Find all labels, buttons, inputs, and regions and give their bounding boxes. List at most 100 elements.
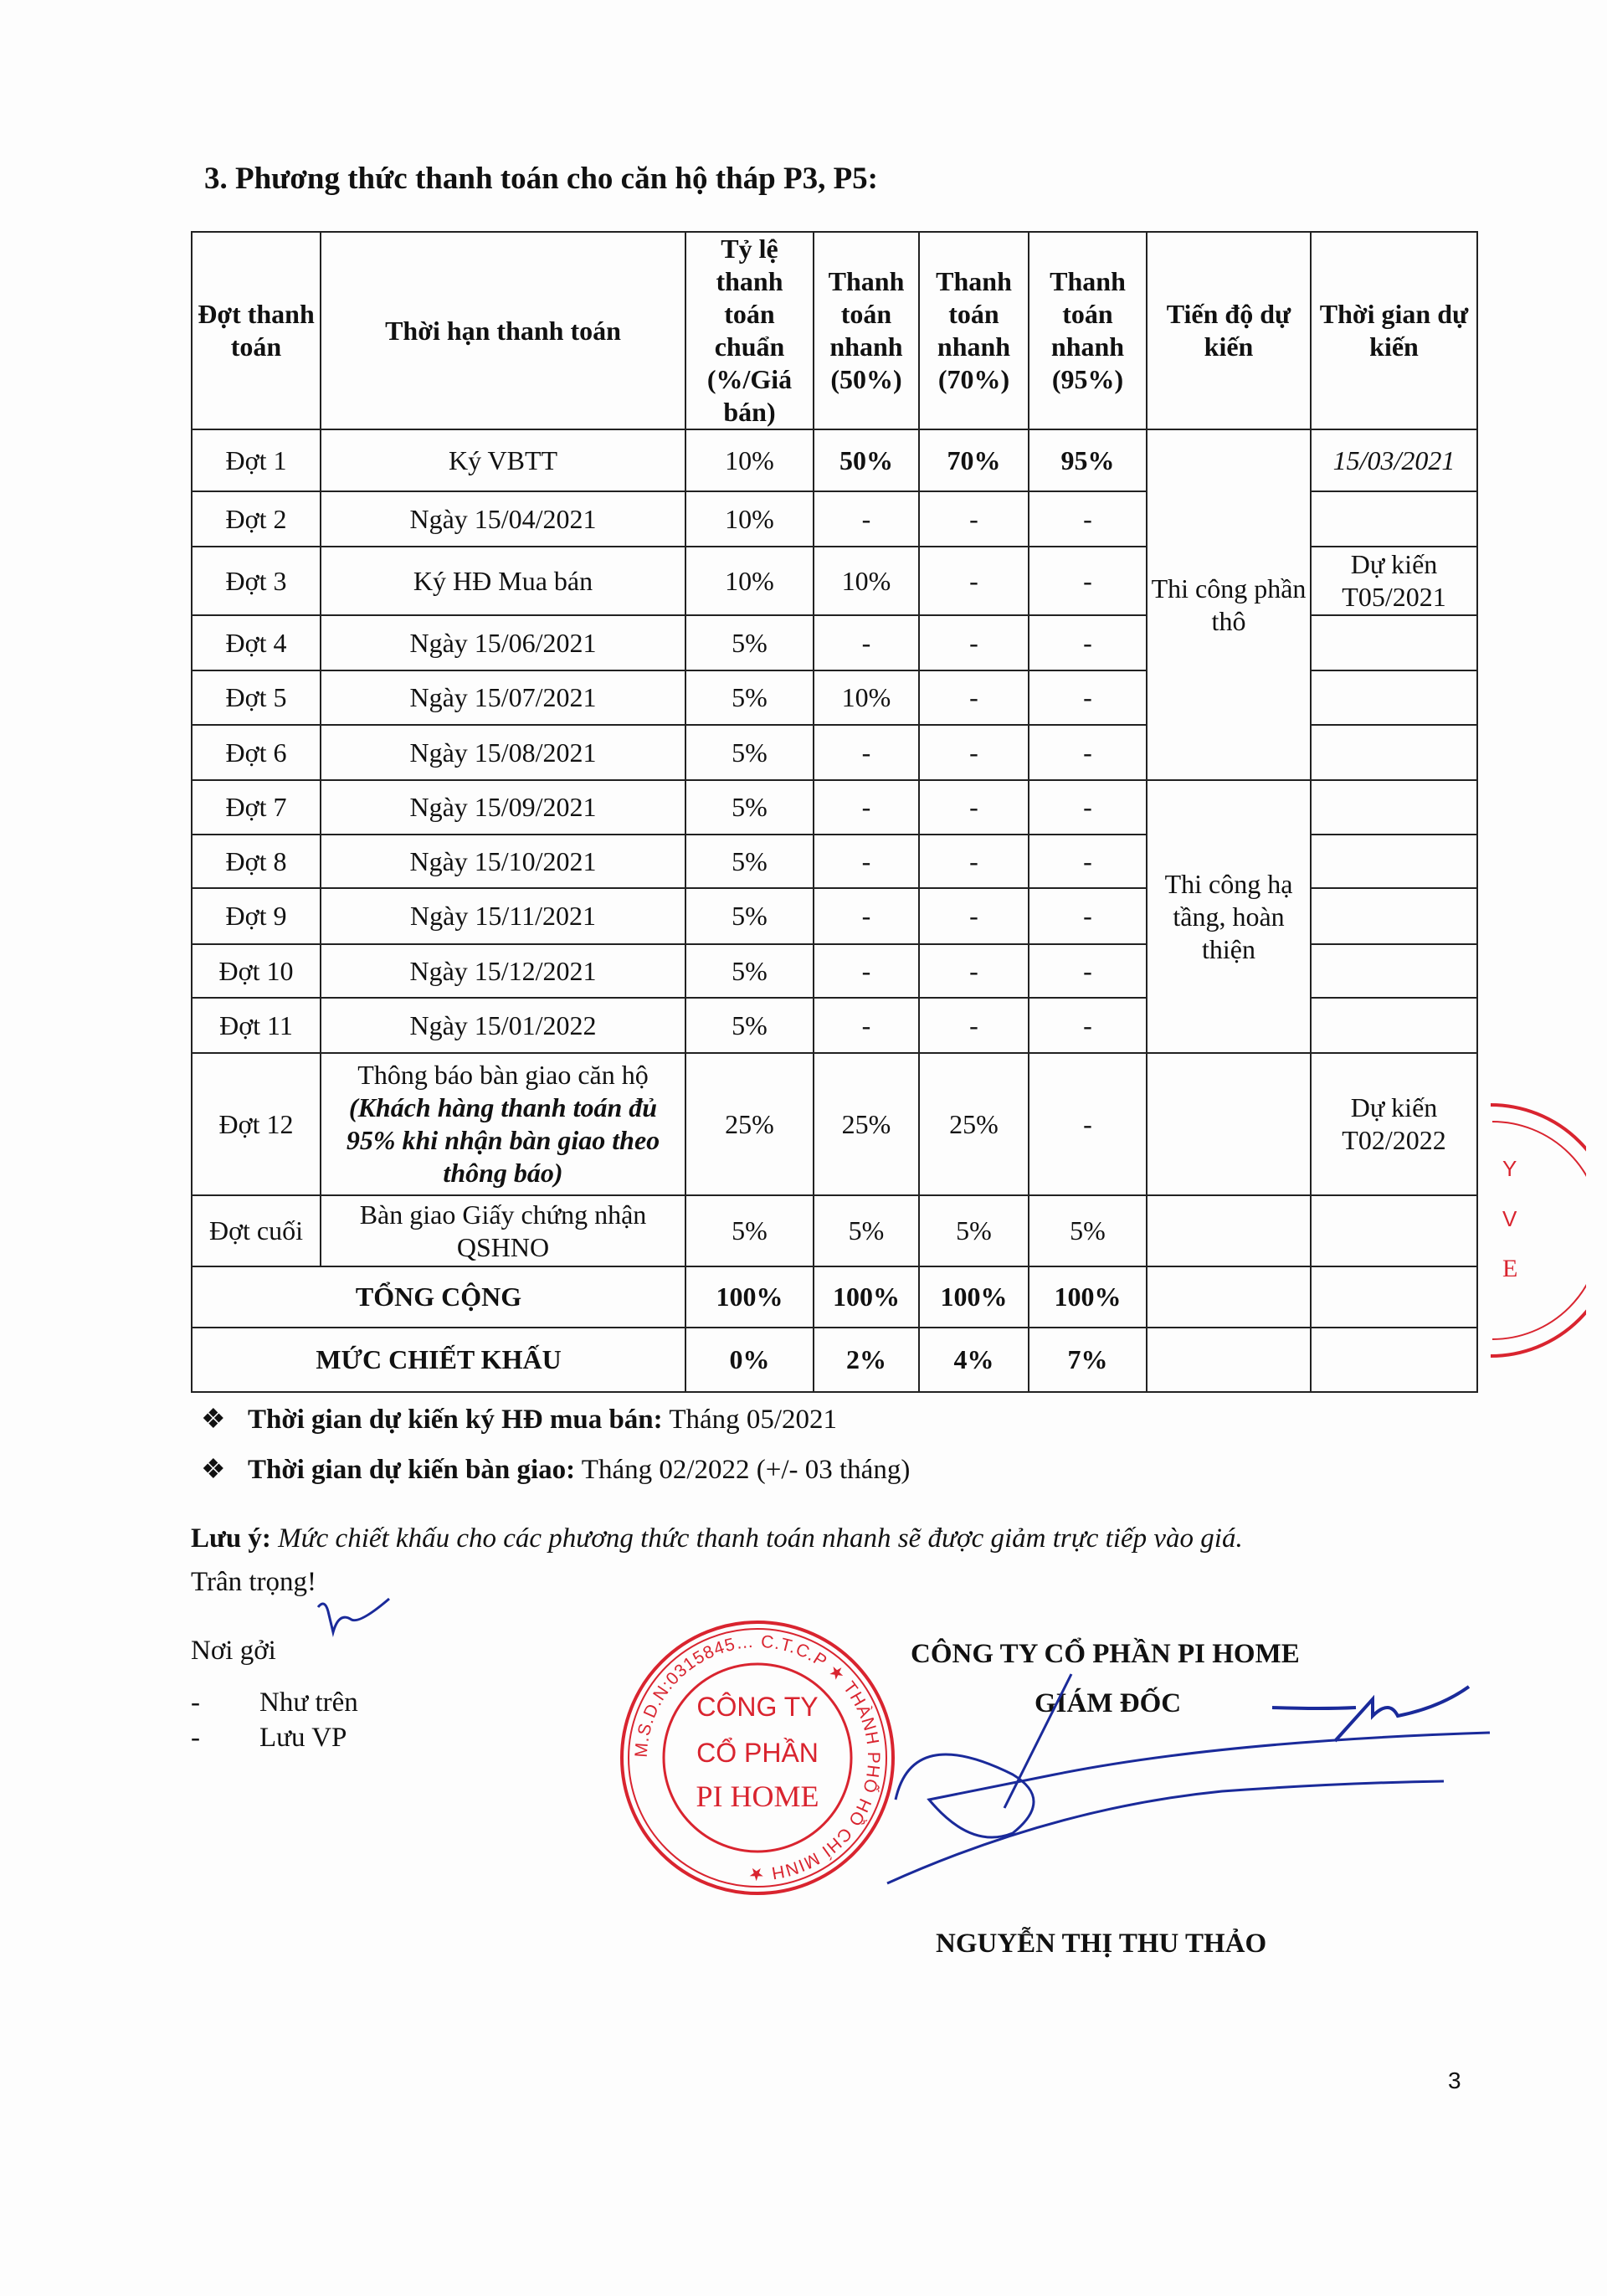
installment-cell: Đợt 12 [191, 1052, 321, 1196]
expected-time-cell [1310, 670, 1478, 726]
header-row: Đợt thanh toán Thời hạn thanh toán Tỷ lệ t… [191, 231, 1478, 430]
progress-cell [1146, 1052, 1312, 1196]
empty-cell [1310, 1266, 1478, 1328]
recipient-item: - Như trên [191, 1687, 358, 1718]
column-header: Thanh toán nhanh (95%) [1028, 231, 1147, 430]
signatory-name: NGUYỄN THỊ THU THẢO [936, 1929, 1267, 1959]
installment-cell: Đợt 7 [191, 779, 321, 835]
seal-line: PI HOME [696, 1780, 819, 1813]
expected-time-cell [1310, 834, 1478, 889]
progress-cell: Thi công phần thô [1146, 429, 1312, 781]
expected-time-cell [1310, 614, 1478, 671]
payment-term-cell: Thông báo bàn giao căn hộ (Khách hàng tha… [320, 1052, 686, 1196]
installment-cell: Đợt 9 [191, 887, 321, 945]
recipients-title: Nơi gởi [191, 1636, 276, 1666]
bullet-handover-date: ❖ Thời gian dự kiến bàn giao: Tháng 02/20… [201, 1455, 911, 1485]
page-number: 3 [1448, 2067, 1461, 2093]
percent-cell: 5% [685, 779, 814, 835]
table-row: Đợt 11 Ngày 15/01/2022 5% - - - [191, 997, 1478, 1054]
percent-cell: - [1028, 887, 1147, 945]
percent-cell: 5% [685, 724, 814, 781]
installment-cell: Đợt 4 [191, 614, 321, 671]
director-signature [886, 1673, 1491, 1885]
percent-cell: 7% [1028, 1327, 1147, 1393]
table-row: Đợt 2 Ngày 15/04/2021 10% - - - [191, 491, 1478, 547]
total-row-label: TỔNG CỘNG [191, 1266, 686, 1328]
percent-cell: 5% [918, 1194, 1029, 1267]
percent-cell: - [1028, 491, 1147, 547]
expected-time-cell [1310, 1194, 1478, 1267]
installment-cell: Đợt 8 [191, 834, 321, 889]
percent-cell: - [1028, 997, 1147, 1054]
percent-cell: 5% [685, 1194, 814, 1267]
installment-cell: Đợt 11 [191, 997, 321, 1054]
payment-term-cell: Ký HĐ Mua bán [320, 546, 686, 616]
percent-cell: 25% [918, 1052, 1029, 1196]
closing: Trân trọng! [191, 1567, 317, 1597]
percent-cell: 10% [813, 670, 920, 726]
table-row: Đợt 1 Ký VBTT 10% 50% 70% 95% Thi công phần th… [191, 429, 1478, 781]
percent-cell: 5% [685, 943, 814, 999]
payment-term-cell: Bàn giao Giấy chứng nhận QSHNO [320, 1194, 686, 1267]
percent-cell: - [813, 943, 920, 999]
payment-term-cell: Ký VBTT [320, 429, 686, 492]
table-row: Đợt 5 Ngày 15/07/2021 5% 10% - - [191, 670, 1478, 726]
table-row: Đợt 8 Ngày 15/10/2021 5% - - - [191, 834, 1478, 889]
progress-cell [1146, 1194, 1312, 1267]
percent-cell: - [1028, 943, 1147, 999]
percent-cell: 100% [813, 1266, 920, 1328]
signature-position: GIÁM ĐỐC [1035, 1688, 1182, 1718]
recipient-item: - Lưu VP [191, 1723, 347, 1753]
table-row: Đợt 4 Ngày 15/06/2021 5% - - - [191, 614, 1478, 671]
signature-company: CÔNG TY CỔ PHẦN PI HOME [911, 1639, 1300, 1669]
expected-time-cell [1310, 887, 1478, 945]
expected-time-cell: Dự kiến T05/2021 [1310, 546, 1478, 616]
percent-cell: 25% [685, 1052, 814, 1196]
seal-line: CÔNG TY [696, 1692, 818, 1722]
percent-cell: - [813, 614, 920, 671]
expected-time-cell [1310, 724, 1478, 781]
percent-cell: 95% [1028, 429, 1147, 492]
svg-text:Y: Y [1502, 1156, 1517, 1181]
percent-cell: 4% [918, 1327, 1029, 1393]
svg-text:V: V [1502, 1206, 1517, 1231]
percent-cell: - [813, 834, 920, 889]
installment-cell: Đợt 5 [191, 670, 321, 726]
percent-cell: 100% [685, 1266, 814, 1328]
table-row: Đợt 7 Ngày 15/09/2021 5% - - - Thi công hạ tần… [191, 779, 1478, 1054]
percent-cell: 5% [685, 997, 814, 1054]
column-header: Thời hạn thanh toán [320, 231, 686, 430]
percent-cell: 10% [685, 491, 814, 547]
expected-time-cell [1310, 997, 1478, 1054]
percent-cell: - [918, 943, 1029, 999]
column-header: Tiến độ dự kiến [1146, 231, 1312, 430]
percent-cell: - [918, 834, 1029, 889]
installment-cell: Đợt 2 [191, 491, 321, 547]
payment-term-cell: Ngày 15/04/2021 [320, 491, 686, 547]
bullet-signing-date: ❖ Thời gian dự kiến ký HĐ mua bán: Tháng … [201, 1405, 838, 1435]
svg-text:E: E [1502, 1255, 1517, 1282]
payment-term-cell: Ngày 15/09/2021 [320, 779, 686, 835]
percent-cell: 10% [685, 429, 814, 492]
installment-cell: Đợt 6 [191, 724, 321, 781]
payment-term-cell: Ngày 15/12/2021 [320, 943, 686, 999]
company-seal: M.S.D.N:0315845… C.T.C.P ★ THÀNH PHỐ HỒ … [620, 1621, 895, 1895]
column-header: Thanh toán nhanh (50%) [813, 231, 920, 430]
percent-cell: - [1028, 724, 1147, 781]
percent-cell: 5% [685, 670, 814, 726]
percent-cell: - [918, 491, 1029, 547]
percent-cell: - [813, 997, 920, 1054]
percent-cell: 5% [685, 614, 814, 671]
table-row: Đợt 12 Thông báo bàn giao căn hộ (Khách hà… [191, 1052, 1478, 1196]
percent-cell: - [918, 546, 1029, 616]
table-row: Đợt 10 Ngày 15/12/2021 5% - - - [191, 943, 1478, 999]
empty-cell [1146, 1266, 1312, 1328]
percent-cell: - [918, 779, 1029, 835]
percent-cell: 5% [685, 834, 814, 889]
percent-cell: 5% [813, 1194, 920, 1267]
percent-cell: - [1028, 546, 1147, 616]
percent-cell: - [1028, 614, 1147, 671]
initials-signature [316, 1597, 390, 1637]
installment-cell: Đợt cuối [191, 1194, 321, 1267]
percent-cell: - [813, 779, 920, 835]
